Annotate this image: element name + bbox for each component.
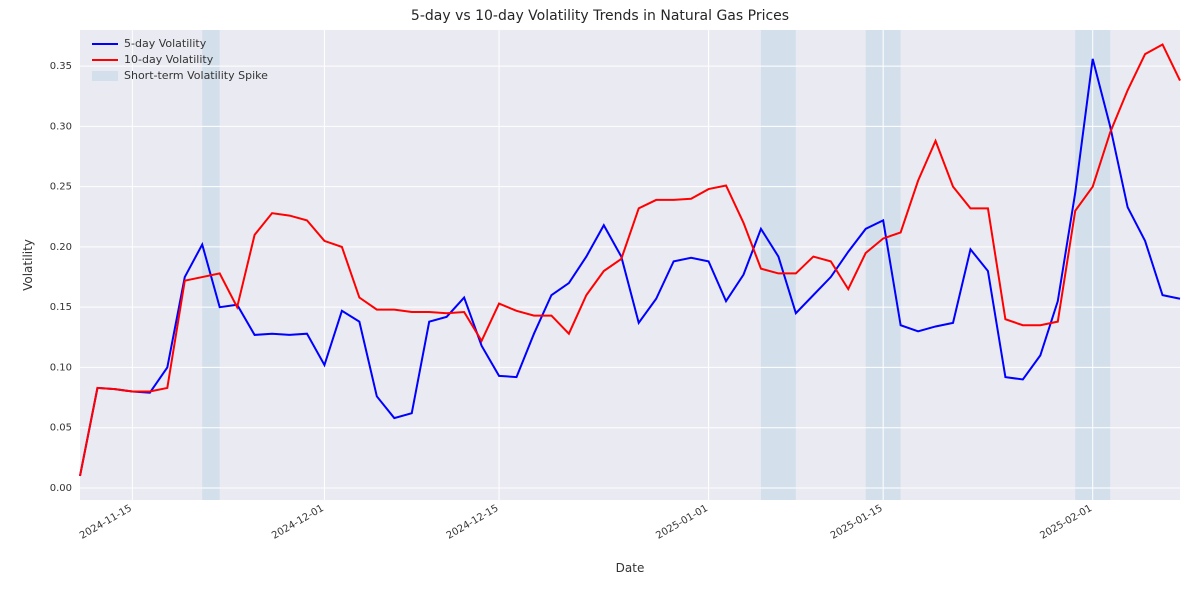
- y-tick-label: 0.05: [50, 423, 72, 434]
- y-tick-label: 0.25: [50, 182, 72, 193]
- x-tick: 2024-11-15: [78, 503, 134, 542]
- x-tick: 2024-12-01: [270, 503, 326, 542]
- y-tick-label: 0.35: [50, 61, 72, 72]
- legend: 5-day Volatility10-day VolatilityShort-t…: [92, 36, 268, 84]
- plot-area: 0.00 0.05 0.10 0.15 0.20 0.25 0.30 0.35 2024-11-…: [0, 0, 1200, 600]
- volatility-spike-region: [202, 30, 219, 500]
- y-tick-label: 0.00: [50, 483, 72, 494]
- legend-item: 5-day Volatility: [92, 36, 268, 52]
- x-tick-label: 2025-01-15: [829, 503, 885, 542]
- legend-label: Short-term Volatility Spike: [124, 68, 268, 84]
- x-tick: 2024-12-15: [445, 503, 501, 542]
- x-axis-label: Date: [616, 561, 645, 575]
- y-tick-label: 0.10: [50, 362, 72, 373]
- volatility-spike-region: [761, 30, 796, 500]
- y-axis-label: Volatility: [21, 239, 35, 291]
- y-tick-label: 0.30: [50, 121, 72, 132]
- x-tick: 2025-01-01: [654, 503, 710, 542]
- legend-label: 10-day Volatility: [124, 52, 213, 68]
- x-tick: 2025-01-15: [829, 503, 885, 542]
- legend-line-swatch: [92, 43, 118, 45]
- x-tick-label: 2024-12-15: [445, 503, 501, 542]
- x-tick: 2025-02-01: [1038, 503, 1094, 542]
- x-tick-label: 2025-01-01: [654, 503, 710, 542]
- legend-item: 10-day Volatility: [92, 52, 268, 68]
- y-tick-label: 0.15: [50, 302, 72, 313]
- x-tick-label: 2024-11-15: [78, 503, 134, 542]
- plot-background: [80, 30, 1180, 500]
- legend-line-swatch: [92, 59, 118, 61]
- x-tick-label: 2025-02-01: [1038, 503, 1094, 542]
- legend-label: 5-day Volatility: [124, 36, 206, 52]
- y-tick-label: 0.20: [50, 242, 72, 253]
- legend-item: Short-term Volatility Spike: [92, 68, 268, 84]
- x-tick-label: 2024-12-01: [270, 503, 326, 542]
- volatility-line-chart: 5-day vs 10-day Volatility Trends in Nat…: [0, 0, 1200, 600]
- legend-rect-swatch: [92, 71, 118, 81]
